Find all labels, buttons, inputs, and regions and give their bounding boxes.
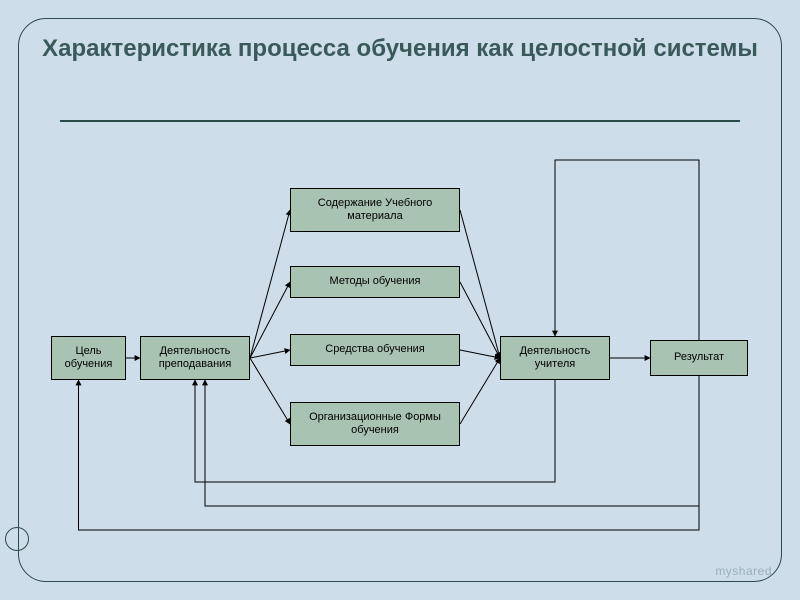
node-forms: Организационные Формы обучения [290,402,460,446]
node-means-label: Средства обучения [325,343,425,356]
node-teach: Деятельность преподавания [140,336,250,380]
node-teacher: Деятельность учителя [500,336,610,380]
node-result: Результат [650,340,748,376]
node-methods: Методы обучения [290,266,460,298]
watermark: myshared [715,564,772,578]
node-goal-label: Цель обучения [56,345,121,371]
node-goal: Цель обучения [51,336,126,380]
slide: Характеристика процесса обучения как цел… [0,0,800,600]
node-forms-label: Организационные Формы обучения [295,411,455,437]
node-result-label: Результат [674,351,724,364]
node-teach-label: Деятельность преподавания [145,345,245,371]
node-content: Содержание Учебного материала [290,188,460,232]
node-content-label: Содержание Учебного материала [295,197,455,223]
node-methods-label: Методы обучения [330,275,421,288]
diagram-svg [0,0,800,600]
node-means: Средства обучения [290,334,460,366]
node-teacher-label: Деятельность учителя [505,345,605,371]
